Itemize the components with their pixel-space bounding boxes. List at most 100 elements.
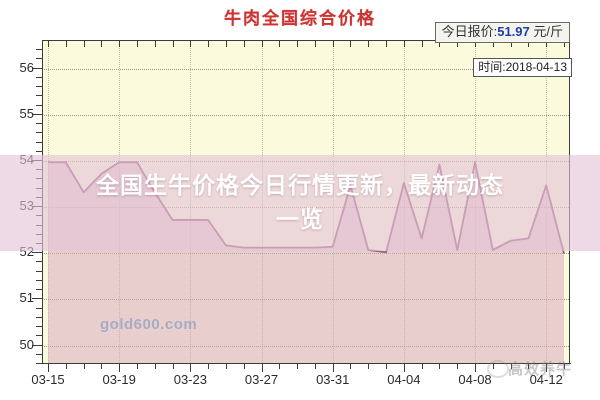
top-ruler-tick [83,41,85,47]
top-ruler-tick [136,41,138,47]
x-axis-minor-tick [386,364,388,369]
x-axis-minor-tick [368,364,370,369]
time-tooltip: 时间:2018-04-13 [473,58,572,77]
top-ruler-tick [48,41,49,47]
top-ruler-tick [546,41,548,47]
top-ruler-tick [65,41,67,47]
y-axis-minor-tick [36,270,43,272]
x-axis-minor-tick [208,364,210,369]
x-axis-label: 03-19 [102,372,136,387]
top-ruler-tick [190,41,192,47]
x-axis-minor-tick [564,364,565,369]
page-title: 牛肉全国综合价格 [224,9,376,29]
brand-watermark: 高效养牛 [508,361,573,378]
y-axis-minor-tick [36,363,43,364]
x-axis-label: 04-12 [529,372,563,387]
y-axis-tick [32,113,43,115]
top-ruler-tick [314,41,316,47]
x-axis-label: 04-08 [458,372,492,387]
y-axis-tick [32,67,43,69]
x-axis-minor-tick [297,364,299,369]
top-ruler-tick [208,41,210,47]
x-axis-minor-tick [172,364,174,369]
y-axis-minor-tick [36,289,43,291]
x-axis-tick [403,364,405,372]
brand-watermark-ring-icon [487,360,509,378]
x-axis-minor-tick [350,364,352,369]
y-axis-minor-tick [36,132,43,134]
top-ruler-tick [421,41,423,47]
top-ruler-tick [403,41,405,47]
x-axis-minor-tick [439,364,441,369]
x-axis-label: 03-27 [244,372,279,387]
y-axis-tick [32,252,43,254]
y-axis-label: 56 [19,59,34,75]
y-axis-minor-tick [36,49,43,51]
x-axis-minor-tick [65,364,67,369]
x-axis-tick [190,364,192,372]
top-ruler-tick [564,41,565,47]
y-axis-minor-tick [36,58,43,60]
x-axis-minor-tick [83,364,85,369]
x-axis-minor-tick [243,364,245,369]
overlay-banner: 全国生牛价格今日行情更新，最新动态 一览 [0,155,600,251]
x-axis-tick [332,364,334,372]
top-ruler-tick [261,41,263,47]
y-axis-minor-tick [36,335,43,337]
x-axis-minor-tick [154,364,156,369]
y-axis-minor-tick [36,150,43,152]
y-axis-minor-tick [36,316,43,318]
y-axis-minor-tick [36,326,43,328]
x-axis-minor-tick [101,364,103,369]
top-ruler-tick [350,41,352,47]
x-axis-tick [261,364,263,372]
overlay-headline: 全国生牛价格今日行情更新，最新动态 一览 [20,169,580,237]
x-axis-minor-tick [279,364,281,369]
x-axis-label: 03-31 [316,372,350,387]
x-axis-line [42,363,571,364]
top-ruler-tick [332,41,334,47]
quote-unit: 元/斤 [529,24,563,39]
gridline-horizontal [42,114,569,116]
overlay-headline-line1: 全国生牛价格今日行情更新，最新动态 [96,173,504,199]
top-ruler-tick [492,41,494,47]
quote-value: 51.97 [497,24,530,39]
x-axis-label: 03-23 [173,372,207,387]
x-axis-minor-tick [225,364,227,369]
site-watermark: gold600.com [100,316,198,333]
x-axis-tick [48,364,49,372]
top-ruler-tick [475,41,477,47]
y-axis-minor-tick [36,261,43,263]
today-quote-box: 今日报价:51.97 元/斤 [434,22,570,43]
top-ruler-tick [101,41,103,47]
top-ruler-tick [510,41,512,47]
top-ruler-tick [386,41,388,47]
top-ruler-tick [154,41,156,47]
x-axis-label: 04-04 [387,372,421,387]
y-axis-minor-tick [36,104,43,106]
y-axis-minor-tick [36,279,43,281]
overlay-headline-line2: 一览 [276,207,324,233]
top-ruler-tick [119,41,121,47]
top-ruler-tick [368,41,370,47]
top-ruler-tick [243,41,245,47]
x-axis-label: 03-15 [31,372,65,387]
x-axis-tick [546,364,548,372]
top-ruler-tick [457,41,459,47]
y-axis-minor-tick [36,86,43,88]
top-ruler-tick [439,41,441,47]
gridline-horizontal [42,68,569,70]
y-axis-tick [32,344,43,346]
x-axis-minor-tick [314,364,316,369]
y-axis-label: 55 [19,105,34,121]
y-axis-minor-tick [36,123,43,125]
x-axis-minor-tick [136,364,138,369]
top-ruler-tick [172,41,174,47]
x-axis-minor-tick [421,364,423,369]
y-axis-label: 51 [19,290,34,306]
y-axis-minor-tick [36,353,43,355]
y-axis-tick [32,298,43,300]
y-axis-minor-tick [36,76,43,78]
x-axis-minor-tick [528,364,530,369]
